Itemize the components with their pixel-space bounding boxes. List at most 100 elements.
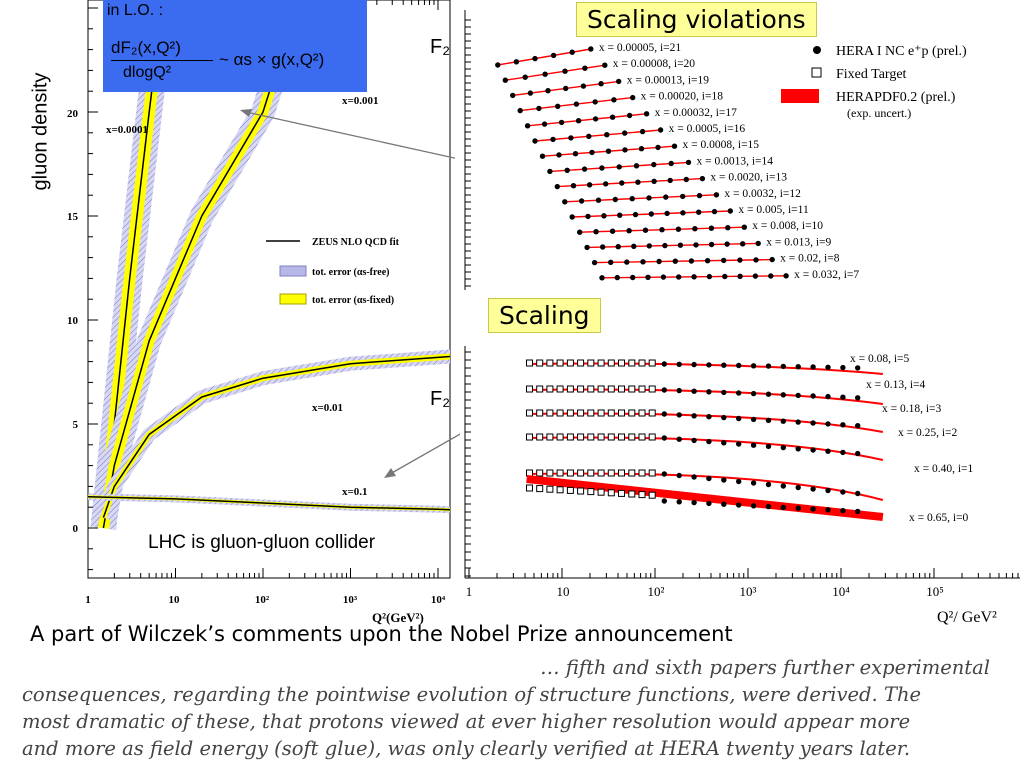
f2-top-point xyxy=(600,244,606,250)
f2-fixed-target-point xyxy=(607,489,615,497)
gluon-xlabel: Q²(GeV²) xyxy=(372,610,424,625)
f2-top-point xyxy=(645,274,651,280)
f2-bottom-point xyxy=(691,474,697,480)
f2-bottom-point xyxy=(765,503,772,510)
f2-top-point xyxy=(696,209,702,215)
f2-bottom-point xyxy=(721,389,727,396)
f2-fixed-target-point xyxy=(577,469,585,477)
f2-bottom-curve xyxy=(526,436,884,461)
f2-fixed-target-point xyxy=(607,409,615,417)
f2-top-point xyxy=(581,166,588,172)
f2-fixed-target-point xyxy=(648,491,656,499)
f2-fixed-target-point xyxy=(536,469,544,477)
f2-fixed-target-point xyxy=(526,484,533,492)
f2-fixed-target-point xyxy=(618,433,625,441)
f2-top-point xyxy=(713,192,720,198)
gluon-curve-2 xyxy=(102,355,450,518)
f2-fixed-target-point xyxy=(556,486,564,494)
f2-top-point xyxy=(591,259,598,266)
f2-top-curve xyxy=(557,177,703,188)
legend-fixedtarget-text: Fixed Target xyxy=(836,67,907,82)
f2-fixed-target-point xyxy=(566,469,574,477)
f2-top-point xyxy=(616,78,622,85)
legend-fixed-marker xyxy=(811,67,822,78)
f2-top-point xyxy=(737,257,743,263)
f2-fixed-target-point xyxy=(546,469,554,477)
f2-bottom-point xyxy=(840,489,846,495)
f2-bottom-point xyxy=(676,412,682,418)
f2-bottom-bin-label: x = 0.25, i=2 xyxy=(898,427,958,439)
f2-top-curve xyxy=(564,194,717,203)
gluon-density-chart: gluon density ZEUS NLO QCD fit tot. erro… xyxy=(0,0,460,630)
f2-top-point xyxy=(563,85,569,92)
quote-line-2: consequences, regarding the pointwise ev… xyxy=(22,683,922,706)
f2-bottom-point xyxy=(840,449,846,456)
legend-fixed-swatch xyxy=(279,293,307,305)
f2-top-point xyxy=(575,118,582,124)
f2-fixed-target-point xyxy=(536,485,544,493)
legend-free-text: tot. error (αs-free) xyxy=(312,267,389,278)
f2-top-point xyxy=(589,149,595,156)
f2-fixed-target-point xyxy=(597,433,605,441)
f2-bottom-point xyxy=(706,475,712,482)
f2-fixed-target-point xyxy=(597,359,605,367)
wilczek-quote: … fifth and sixth papers further experim… xyxy=(22,654,990,762)
f2-bottom-point xyxy=(810,486,816,492)
f2-bottom-point xyxy=(840,364,846,371)
f2-top-point xyxy=(755,240,761,247)
f2-bottom-point xyxy=(661,387,667,393)
f2-top-point xyxy=(622,130,628,136)
f2-top-point xyxy=(676,274,682,280)
f2-bottom-point xyxy=(750,442,757,448)
f2-top-point xyxy=(630,274,636,281)
f2-top-point xyxy=(629,196,635,202)
f2-bottom-point xyxy=(810,420,816,426)
f2-fixed-target-point xyxy=(566,385,574,393)
f2-bottom-point xyxy=(795,364,801,370)
f2-top-point xyxy=(659,227,665,233)
f2-fixed-target-point xyxy=(597,488,605,496)
f2-fixed-target-point xyxy=(648,409,656,417)
f2-top-bin-label: x = 0.0013, i=14 xyxy=(696,155,773,167)
f2-bottom-point xyxy=(721,501,727,507)
legend-pdf-note: (exp. uncert.) xyxy=(847,106,911,120)
f2-top-point xyxy=(680,210,686,216)
f2-top-point xyxy=(622,147,628,153)
f2-xtick-5: 10⁵ xyxy=(926,584,944,599)
legend-hera-marker xyxy=(813,46,821,54)
f2-fixed-target-point xyxy=(546,485,554,493)
f2-fixed-target-point xyxy=(536,409,544,417)
legend-pdf-swatch xyxy=(781,89,819,103)
f2-top-point xyxy=(769,256,775,263)
f2-top-point xyxy=(752,273,759,279)
f2-top-point xyxy=(646,243,652,249)
badge-scaling-violations: Scaling violations xyxy=(576,2,817,37)
f2-bottom-point xyxy=(855,490,861,497)
f2-fixed-target-point xyxy=(597,385,605,393)
f2-bottom-point xyxy=(736,502,742,508)
f2-bottom-point xyxy=(825,421,831,427)
side-f2-bottom: F₂ xyxy=(430,388,450,410)
f2-top-point xyxy=(605,148,612,154)
curve-label-x0001: x=0.0001 xyxy=(106,124,148,136)
f2-bottom-point xyxy=(840,394,846,400)
f2-top-point xyxy=(630,94,636,101)
f2-xticks xyxy=(465,19,1019,578)
f2-top-point xyxy=(624,259,630,265)
f2-top-point xyxy=(592,99,598,105)
f2-fixed-target-point xyxy=(618,409,625,417)
f2-bottom-point xyxy=(855,508,861,515)
f2-fixed-target-point xyxy=(638,385,646,393)
f2-fixed-target-point xyxy=(536,359,544,367)
f2-bottom-point xyxy=(750,390,757,397)
f2-bottom-point xyxy=(780,392,786,398)
quote-line-4: and more as field energy (soft glue), wa… xyxy=(22,737,911,760)
f2-bottom-point xyxy=(661,361,667,367)
f2-top-point xyxy=(725,225,731,231)
f2-top-point xyxy=(608,259,614,265)
f2-top-point xyxy=(580,83,587,89)
f2-bottom-point xyxy=(721,477,727,483)
f2-top-point xyxy=(656,258,662,265)
f2-top-bin-label: x = 0.008, i=10 xyxy=(752,220,823,232)
f2-top-point xyxy=(593,229,599,235)
